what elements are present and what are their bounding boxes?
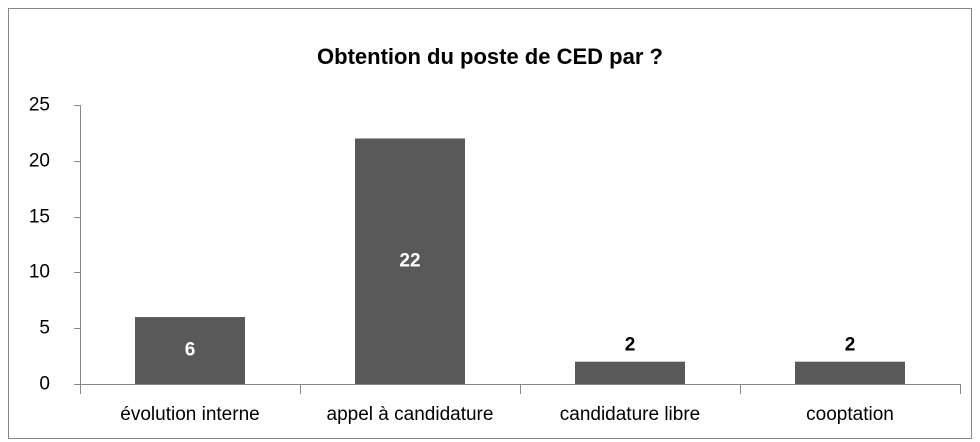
bar: [575, 361, 685, 384]
y-tick-label: 0: [39, 374, 50, 395]
x-tick-label: candidature libre: [560, 404, 700, 425]
y-tick-label: 15: [29, 207, 50, 228]
x-tick-label: évolution interne: [120, 404, 259, 425]
bar: [135, 317, 245, 384]
y-tick-label: 25: [29, 95, 50, 116]
chart-title: Obtention du poste de CED par ?: [317, 44, 663, 69]
data-label: 2: [625, 335, 636, 356]
y-tick-label: 20: [29, 151, 50, 172]
bar: [355, 138, 465, 384]
x-tick-label: appel à candidature: [327, 404, 494, 425]
x-tick-label: cooptation: [806, 404, 894, 425]
y-tick-label: 10: [29, 262, 50, 283]
data-label: 22: [399, 250, 420, 271]
data-label: 6: [185, 340, 196, 361]
data-label: 2: [845, 335, 856, 356]
y-tick-label: 5: [39, 318, 50, 339]
bar: [795, 361, 905, 384]
